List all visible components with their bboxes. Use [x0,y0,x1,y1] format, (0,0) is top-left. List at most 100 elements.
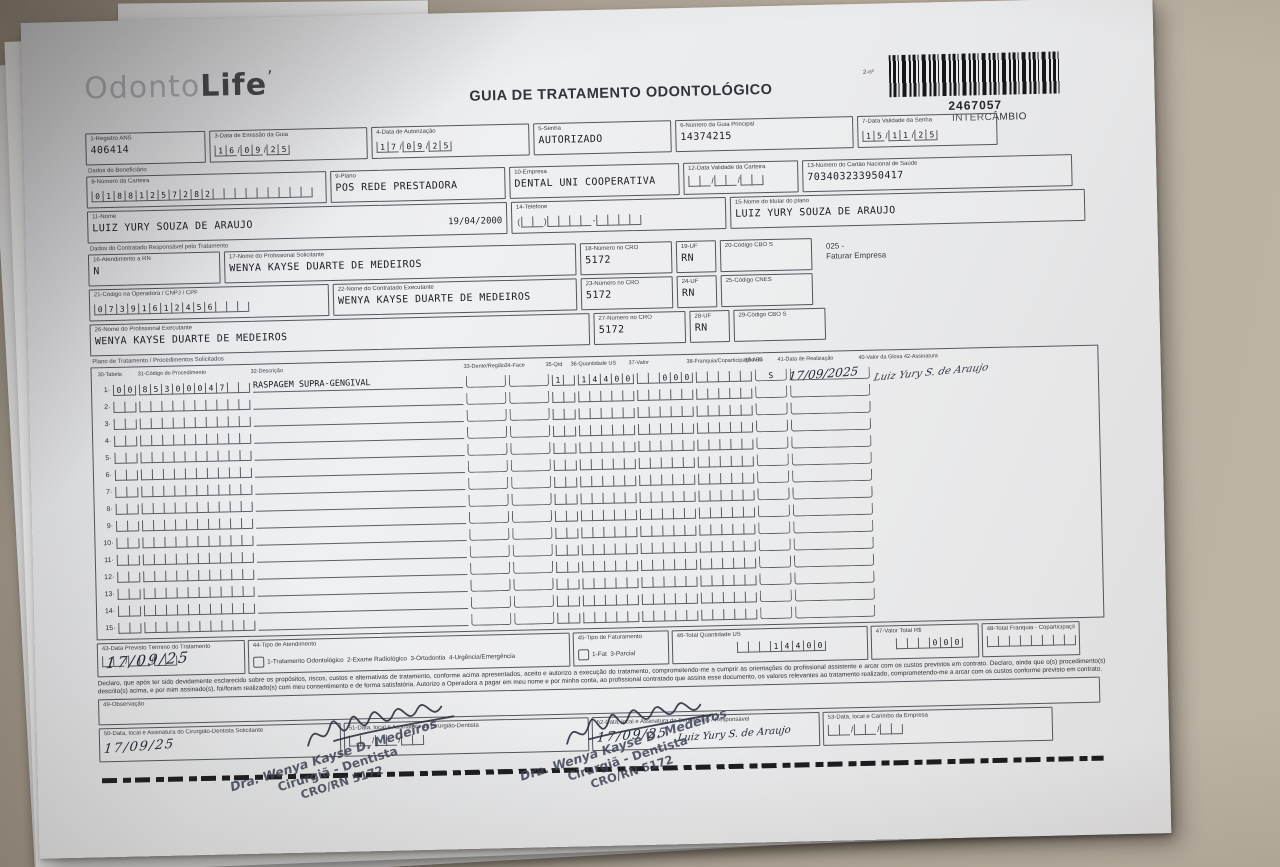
treatment-rows: 1· 0 0 8 5 3 0 0 0 4 7 RASPAGEM SUPRA-GENGIVAL 1 1 4 4 0… [98,357,1098,634]
field-label: 50-Data, local e Assinatura do Cirurgião… [103,728,264,738]
field-label: 29-Código CBO S [738,311,787,319]
table-header: 39-Aut [744,357,761,364]
face-cell [508,374,550,387]
field-label: 46-Total Quantidade US [676,631,741,640]
table-header: 38-Franquia/Coparticipação R$ [686,357,764,365]
signatures-zone: 50-Data, local e Assinatura do Cirurgião… [98,702,1108,802]
field-cro-contratado: 23-Número no CRO 5172 [580,276,674,311]
face-cell [510,459,551,472]
row-number: 9· [106,522,114,531]
page-title: GUIA DE TRATAMENTO ODONTOLÓGICO [469,81,773,105]
face-cell [511,493,552,506]
face-cell [511,476,552,489]
face-cell [512,544,553,557]
realizacao-cell: 17/09/2025 [788,364,870,383]
dente-cell [466,426,508,439]
row-number: 11· [104,556,114,565]
realizacao-cell [792,468,873,483]
field-value: RN [694,322,708,334]
dente-cell [467,443,508,456]
dente-cell [468,477,509,490]
field-label: 47-Valor Total R$ [875,627,922,635]
aut-cell [757,487,790,501]
dente-cell [470,578,511,592]
face-cell [513,561,554,574]
field-empresa: 10-Empresa DENTAL UNI COOPERATIVA [509,163,680,199]
birth-date: 19/04/2000 [447,216,503,228]
field-cro-solicitante: 18-Número no CRO 5172 [579,241,673,276]
field-value: RN [681,287,695,300]
field-value: RN [681,252,695,265]
aut-cell [757,470,790,484]
barcode-number: 2467057 [948,97,1003,113]
table-header: 30-Tabela [97,371,122,379]
assinatura-cell [878,612,1097,617]
barcode-corner-label: 2-nº [862,69,874,76]
aut-cell: S [754,368,787,382]
realizacao-cell [792,485,873,500]
comb-cells [986,634,1076,648]
comb-cells: 1 6/0 9/2 5 [214,143,290,157]
table-header: 35-Qtd [545,361,563,369]
field-label: 28-UF [694,313,712,320]
field-uf-contratado: 24-UF RN [676,275,718,309]
form-paper: OdontoLife’ GUIA DE TRATAMENTO ODONTOLÓG… [20,0,1172,859]
options-text: 1-Tratamento Odontológico 2-Exame Radiol… [267,652,516,666]
dente-cell [468,510,510,524]
row-number: 13· [104,590,115,599]
face-cell [514,611,555,625]
realizacao-cell [790,417,872,432]
field-label: 12-Data Validade da Carteira [688,164,766,172]
field-value: WENYA KAYSE DUARTE DE MEDEIROS [337,291,531,307]
aut-cell [755,419,789,433]
row-number: 6· [105,471,113,480]
dente-cell [469,544,510,558]
field-codigo-cnes: 25-Código CNES [720,273,814,308]
field-value: 5172 [598,324,625,336]
field-label: 19-UF [680,243,698,251]
logo-mark: ’ [266,67,274,89]
field-label: 16-Atendimento a RN [92,256,151,264]
comb-cells: () - [516,213,641,228]
comb-cells: 1 5/1 1/2 5 [862,129,938,142]
procedure-description [258,613,469,631]
realizacao-cell [791,451,872,466]
field-telefone: 14-Telefone () - [510,196,727,234]
aut-cell [757,504,791,518]
field-validade-carteira: 12-Data Validade da Carteira / / [683,160,799,195]
field-value [725,250,807,252]
field-cartao-nacional-saude: 13-Número do Cartão Nacional de Saúde 70… [801,154,1073,193]
face-cell [513,595,555,608]
realizacao-cell [793,536,874,551]
dente-cell [467,460,508,473]
row-number: 4· [104,438,112,446]
field-total-franquia: 48-Total Franquia - Coparticipação R$ [981,621,1081,658]
form-content: OdontoLife’ GUIA DE TRATAMENTO ODONTOLÓG… [84,49,1108,802]
note-text: Faturar Empresa [826,250,887,261]
field-value [726,285,808,287]
face-cell [509,425,551,438]
row-number: 2· [104,404,111,412]
aut-cell [758,538,791,552]
table-header: 33-Dente/Região [463,363,506,370]
field-registro-ans: 1-Registro ANS 406414 [85,130,206,166]
realizacao-cell [792,502,874,517]
field-label: 20-Código CBO S [724,241,773,250]
field-label: 4-Data de Autorização [376,128,436,136]
realizacao-cell [793,519,874,534]
aut-cell [759,589,792,603]
field-label: 25-Código CNES [725,276,772,285]
field-value: DENTAL UNI COOPERATIVA [514,175,656,190]
dente-cell [466,392,507,405]
odontolife-logo: OdontoLife’ [84,65,385,106]
field-data-autorizacao: 4-Data de Autorização 1 7/0 9/2 5 [371,123,530,160]
table-header: 36-Quantidade US [570,360,617,368]
row-number: 14· [104,607,116,616]
field-label: 21-Código na Operadora / CNPJ / CPF [93,289,198,299]
